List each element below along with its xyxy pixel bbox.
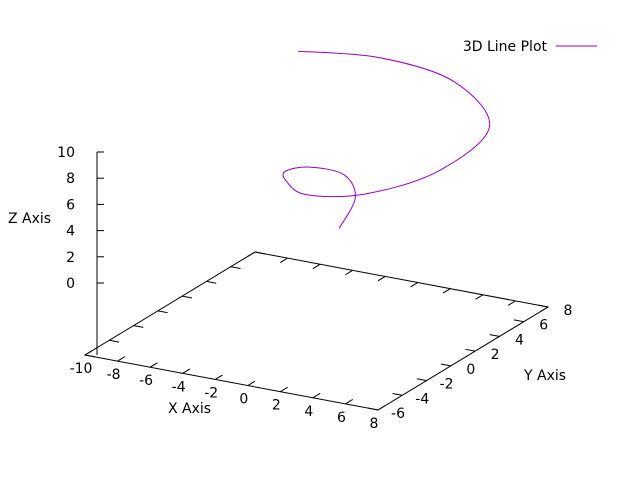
x-tick-label: -10 (70, 361, 93, 377)
x-tick-6 (345, 399, 353, 405)
z-tick-label: 0 (66, 276, 75, 292)
y-tick-label: 6 (539, 318, 548, 334)
x-tick--4 (182, 368, 191, 374)
y-axis-label: Y Axis (523, 368, 566, 384)
z-tick-label: 10 (57, 145, 75, 161)
x-tick-label: -8 (107, 367, 121, 383)
x-axis-label: X Axis (168, 401, 211, 417)
y-tick-label: -4 (415, 391, 429, 407)
y-tick--2 (416, 378, 427, 382)
x-tick-label: -2 (204, 385, 218, 401)
y-tick-far--4 (109, 339, 120, 343)
x-tick-label: -6 (139, 373, 153, 389)
x-tick--2 (214, 374, 223, 380)
x-tick-label: 4 (304, 404, 313, 420)
y-tick--6 (368, 407, 379, 411)
base-plane (83, 251, 550, 411)
z-tick-label: 6 (66, 197, 75, 213)
y-tick-0 (440, 363, 451, 367)
y-tick-label: 2 (491, 347, 500, 363)
z-tick-label: 4 (66, 224, 75, 240)
x-tick-far-2 (442, 288, 451, 294)
base-plane-edges (83, 251, 550, 411)
x-tick-far-0 (410, 282, 419, 288)
x-tick-far--6 (312, 263, 321, 270)
y-tick-far-2 (182, 295, 193, 299)
x-tick-2 (280, 386, 288, 393)
x-tick-far--2 (377, 276, 386, 282)
y-tick-label: 4 (515, 332, 524, 348)
y-tick-far-8 (254, 251, 265, 255)
x-tick-8 (377, 405, 386, 411)
x-tick-far--4 (345, 269, 353, 276)
z-tick-label: 2 (66, 250, 75, 266)
x-tick-far-8 (540, 306, 549, 312)
y-tick-far--6 (84, 354, 95, 358)
x-tick-far--8 (280, 257, 288, 263)
x-axis-ticks: -10 -8 -6 -4 -2 0 2 4 6 8 (70, 251, 549, 432)
series-line-0 (282, 50, 491, 229)
y-tick-label: 8 (564, 303, 573, 319)
z-axis-ticks: 0 2 4 6 8 10 (57, 145, 104, 292)
z-tick-label: 8 (66, 171, 75, 187)
x-tick-far-4 (475, 294, 484, 300)
x-tick-label: 6 (337, 410, 346, 426)
y-tick-6 (513, 319, 524, 323)
x-tick-far-6 (507, 300, 516, 306)
legend: 3D Line Plot (463, 39, 597, 55)
y-tick-far-6 (230, 266, 241, 270)
y-tick-far-4 (206, 280, 217, 284)
x-tick--10 (84, 350, 93, 356)
y-tick-2 (465, 348, 476, 352)
series-group (282, 50, 491, 229)
x-tick-0 (247, 380, 256, 386)
y-tick-far--2 (133, 325, 144, 328)
legend-label: 3D Line Plot (463, 39, 548, 55)
y-tick-far-0 (157, 310, 168, 314)
y-tick--4 (392, 392, 403, 396)
x-tick-label: -4 (172, 379, 186, 395)
x-tick-4 (312, 392, 321, 399)
x-tick-label: 8 (370, 416, 379, 432)
y-tick-label: -6 (391, 406, 405, 422)
x-tick--6 (149, 362, 158, 368)
y-tick-8 (538, 304, 549, 308)
z-axis-label: Z Axis (8, 211, 51, 227)
x-tick--8 (117, 356, 126, 362)
x-tick-label: 2 (272, 398, 281, 414)
y-tick-4 (489, 334, 500, 337)
x-tick-far--10 (247, 251, 256, 257)
y-tick-label: 0 (466, 362, 475, 378)
y-tick-label: -2 (440, 377, 454, 393)
x-tick-label: 0 (239, 392, 248, 408)
